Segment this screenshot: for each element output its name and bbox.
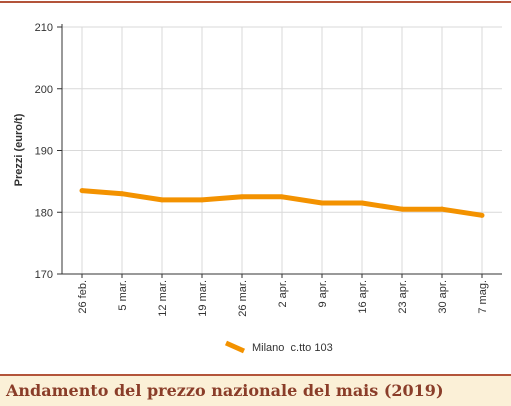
y-tick-labels: 170 180 190 200 210 (35, 22, 53, 281)
gridlines (62, 26, 502, 274)
x-tick-label: 23 apr. (397, 280, 409, 314)
x-tick-label: 7 mag. (477, 280, 489, 314)
line-chart: 170 180 190 200 210 26 feb. 5 mar. 12 mar. 19 m… (0, 1, 511, 354)
data-point (79, 188, 85, 194)
y-tick-label: 170 (35, 269, 53, 281)
data-point (279, 194, 285, 200)
legend: Milano c.tto 103 (224, 340, 333, 354)
y-tick-label: 200 (35, 84, 53, 96)
series-group (79, 188, 485, 218)
axes (57, 24, 502, 278)
x-tick-label: 26 mar. (237, 280, 249, 317)
x-tick-label: 30 apr. (437, 280, 449, 314)
chart-caption: Andamento del prezzo nazionale del mais … (6, 381, 444, 400)
x-tick-label: 9 apr. (317, 280, 329, 308)
data-point (479, 212, 485, 218)
x-tick-label: 26 feb. (77, 280, 89, 314)
data-point (319, 200, 325, 206)
y-tick-label: 190 (35, 146, 53, 158)
y-axis-label: Prezzi (euro/t) (13, 113, 25, 186)
x-tick-label: 12 mar. (157, 280, 169, 317)
legend-swatch (224, 340, 246, 354)
y-tick-label: 180 (35, 207, 53, 219)
data-point (439, 206, 445, 212)
x-tick-label: 2 apr. (277, 280, 289, 308)
data-point (199, 197, 205, 203)
y-tick-label: 210 (35, 22, 53, 34)
x-tick-label: 19 mar. (197, 280, 209, 317)
data-point (159, 197, 165, 203)
data-point (399, 206, 405, 212)
legend-label: Milano c.tto 103 (252, 342, 333, 354)
x-tick-label: 5 mar. (117, 280, 129, 311)
data-point (359, 200, 365, 206)
x-tick-label: 16 apr. (357, 280, 369, 314)
caption-bar: Andamento del prezzo nazionale del mais … (0, 374, 511, 406)
data-point (119, 191, 125, 197)
data-point (239, 194, 245, 200)
x-tick-labels: 26 feb. 5 mar. 12 mar. 19 mar. 26 mar. 2 apr.… (77, 280, 489, 317)
